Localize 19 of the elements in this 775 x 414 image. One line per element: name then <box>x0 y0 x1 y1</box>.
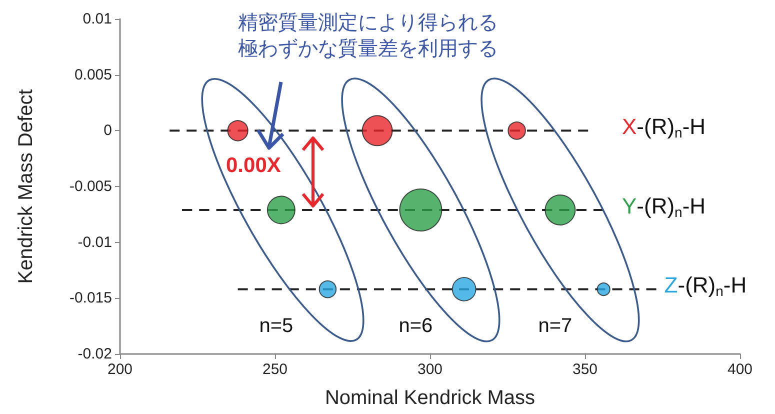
annotation: 0.00X <box>226 154 281 177</box>
x-tick-label: 350 <box>572 361 598 378</box>
y-tick-label: -0.02 <box>78 346 112 362</box>
x-tick-label: 300 <box>417 361 443 378</box>
y-tick-label: 0 <box>104 122 112 140</box>
annotation: n=5 <box>259 315 294 337</box>
x-tick-label: 200 <box>107 361 133 378</box>
y-tick-label: 0.01 <box>82 10 112 28</box>
y-tick-label: -0.005 <box>69 178 112 195</box>
annotation: 精密質量測定により得られる極わずかな質量差を利用する <box>238 12 498 60</box>
annotation: n=6 <box>398 315 433 337</box>
y-tick-label: 0.005 <box>74 66 112 84</box>
y-axis-title: Kendrick Mass Defect <box>15 88 37 284</box>
annotation: n=7 <box>538 315 572 337</box>
x-tick-label: 400 <box>727 361 753 378</box>
x-tick-label: 250 <box>262 361 288 378</box>
y-tick-label: -0.01 <box>78 234 112 251</box>
y-tick-label: -0.015 <box>69 290 112 307</box>
x-axis-title: Nominal Kendrick Mass <box>324 387 536 409</box>
